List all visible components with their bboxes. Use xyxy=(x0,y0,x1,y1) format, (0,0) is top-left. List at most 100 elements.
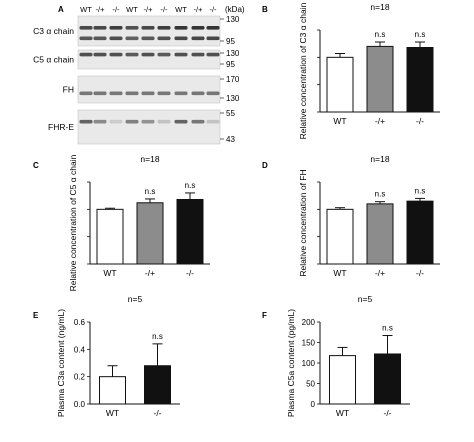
y-tick-label: 50 xyxy=(306,380,315,389)
bar xyxy=(136,202,164,265)
bar xyxy=(99,376,126,405)
blot-band xyxy=(79,36,93,41)
blot-protein-label: C3 α chain xyxy=(33,26,74,36)
kda-unit-label: (kDa) xyxy=(225,5,245,14)
blot-band xyxy=(93,36,107,41)
n-label: n=18 xyxy=(140,154,159,164)
y-tick-label: 0.4 xyxy=(74,345,86,354)
y-axis-label: Relative concentration of FH xyxy=(298,169,308,276)
y-tick-label: 0.0 xyxy=(74,400,86,409)
x-tick-label: WT xyxy=(103,268,116,278)
bar xyxy=(96,208,124,265)
blot-band xyxy=(157,119,171,124)
marker-label: 130 xyxy=(226,94,240,103)
x-tick-label: -/- xyxy=(153,408,161,418)
blot-band xyxy=(109,91,123,96)
marker-label: 130 xyxy=(226,49,240,58)
marker-label: 95 xyxy=(226,37,235,46)
blot-band xyxy=(93,119,107,124)
blot-band xyxy=(191,26,205,30)
western-blot-panel: A WT -/+ -/- WT -/+ -/- WT -/+ -/- (kDa) C3 α ch… xyxy=(33,5,245,145)
blot-strip-background xyxy=(77,75,221,104)
y-tick-label: 200 xyxy=(302,318,316,327)
blot-band xyxy=(125,26,139,30)
blot-band xyxy=(93,26,107,30)
y-tick-label: 0.2 xyxy=(74,373,86,382)
blot-band xyxy=(93,52,107,57)
blot-band xyxy=(125,52,139,57)
bar xyxy=(406,46,434,113)
chart-panel-c: C Relative concentration of C5 α chain n=1… xyxy=(33,154,210,291)
blot-band xyxy=(191,36,205,41)
blot-strip-background xyxy=(77,15,221,47)
bar xyxy=(329,355,356,405)
bar-charts: B Relative concentration of C3 α chain n=1… xyxy=(33,2,440,418)
lane-label: -/- xyxy=(209,5,217,14)
blot-band xyxy=(141,26,155,30)
marker-label: 170 xyxy=(226,75,240,84)
significance-label: n.s xyxy=(375,30,386,39)
bar xyxy=(374,353,401,405)
blot-band xyxy=(141,52,155,57)
blot-band xyxy=(174,26,188,30)
bar xyxy=(144,365,171,405)
significance-label: n.s xyxy=(145,187,156,196)
blot-strip: FH 170 130 xyxy=(63,75,240,104)
n-label: n=5 xyxy=(128,294,143,304)
lane-labels: WT -/+ -/- WT -/+ -/- WT -/+ -/- xyxy=(80,5,217,14)
y-axis-label: Plasma C3a content (ng/mL) xyxy=(56,309,66,417)
x-tick-label: -/+ xyxy=(375,116,385,126)
blot-band xyxy=(174,52,188,57)
blot-band xyxy=(79,119,93,124)
blot-protein-label: FH xyxy=(63,85,74,95)
blot-band xyxy=(174,36,188,41)
blot-band xyxy=(109,36,123,41)
blot-strip: C3 α chain 130 95 xyxy=(33,15,240,47)
blot-protein-label: C5 α chain xyxy=(33,55,74,65)
blot-band xyxy=(93,91,107,96)
blot-band xyxy=(157,26,171,30)
blot-band xyxy=(157,52,171,57)
significance-label: n.s xyxy=(415,186,426,195)
y-tick-label: 0.6 xyxy=(74,318,86,327)
blot-band xyxy=(125,91,139,96)
lane-label: -/+ xyxy=(96,5,106,14)
blot-band xyxy=(191,119,205,124)
blot-band xyxy=(191,91,205,96)
panel-letter: D xyxy=(262,161,268,170)
n-label: n=5 xyxy=(358,294,373,304)
x-tick-label: -/- xyxy=(416,116,424,126)
y-axis-label: Relative concentration of C3 α chain xyxy=(298,2,308,139)
lane-label: -/+ xyxy=(194,5,204,14)
x-tick-label: WT xyxy=(336,408,349,418)
bar xyxy=(326,208,354,265)
y-tick-label: 0 xyxy=(311,400,316,409)
significance-label: n.s xyxy=(185,181,196,190)
lane-label: WT xyxy=(80,5,92,14)
x-tick-label: -/- xyxy=(416,268,424,278)
panel-letter: C xyxy=(33,161,39,170)
blot-band xyxy=(206,52,220,57)
blot-band xyxy=(109,52,123,57)
blot-protein-label: FHR-E xyxy=(48,122,74,132)
blot-band xyxy=(141,91,155,96)
blot-band xyxy=(191,52,205,57)
blot-band xyxy=(206,119,220,124)
lane-label: WT xyxy=(126,5,138,14)
blot-band xyxy=(157,36,171,41)
chart-panel-f: F 0 50 100 150 200 Plasma C5a content (pg/mL) n… xyxy=(262,294,410,418)
significance-label: n.s xyxy=(382,324,393,333)
lane-label: WT xyxy=(175,5,187,14)
panel-letter: F xyxy=(262,311,267,320)
chart-panel-d: D Relative concentration of FH n=18 WT -/+ n.… xyxy=(262,154,440,278)
chart-panel-b: B Relative concentration of C3 α chain n=1… xyxy=(262,2,440,139)
marker-label: 95 xyxy=(226,60,235,69)
blot-strip: FHR-E 55 43 xyxy=(48,109,235,145)
n-label: n=18 xyxy=(370,154,389,164)
blot-band xyxy=(206,91,220,96)
blot-band xyxy=(109,26,123,30)
blot-strip: C5 α chain 130 95 xyxy=(33,49,240,70)
blot-strip-background xyxy=(77,109,221,145)
n-label: n=18 xyxy=(370,2,389,12)
